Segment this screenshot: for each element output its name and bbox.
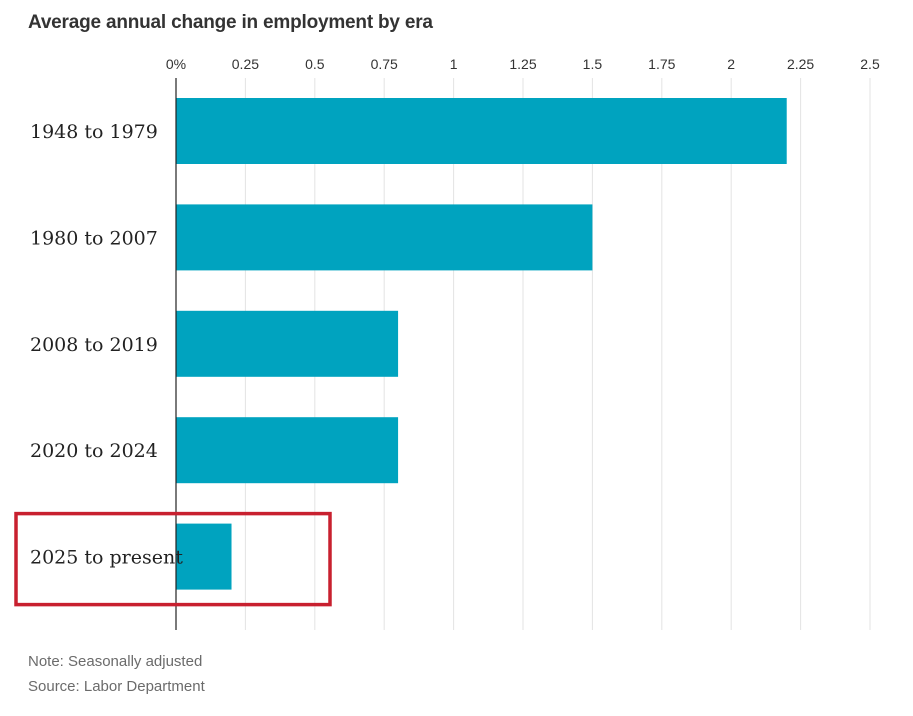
x-tick-label: 0% <box>166 56 186 72</box>
x-tick-label: 0.25 <box>232 56 259 72</box>
bar <box>176 204 593 271</box>
x-tick-label: 2 <box>727 56 735 72</box>
bars <box>176 98 787 590</box>
x-axis-ticks: 0% 0.25 0.5 0.75 1 1.25 1.5 1.75 2 2.25 2.5 <box>166 56 880 72</box>
x-tick-label: 0.75 <box>371 56 398 72</box>
footnotes: Note: Seasonally adjusted Source: Labor … <box>28 649 205 699</box>
bar <box>176 523 232 590</box>
category-label: 2008 to 2019 <box>30 334 158 356</box>
note-text: Note: Seasonally adjusted <box>28 653 203 670</box>
x-tick-label: 1.5 <box>583 56 603 72</box>
bar <box>176 310 399 377</box>
x-tick-label: 0.5 <box>305 56 325 72</box>
category-label: 1980 to 2007 <box>30 227 158 249</box>
chart-title: Average annual change in employment by e… <box>28 12 433 33</box>
x-tick-label: 1 <box>450 56 458 72</box>
category-label: 1948 to 1979 <box>30 121 158 143</box>
x-tick-label: 1.25 <box>509 56 536 72</box>
highlight-box <box>14 511 332 607</box>
x-tick-label: 2.25 <box>787 56 814 72</box>
category-labels: 1948 to 1979 1980 to 2007 2008 to 2019 2020… <box>30 121 183 569</box>
bar <box>176 98 787 164</box>
x-tick-label: 2.5 <box>860 56 880 72</box>
source-text: Source: Labor Department <box>28 678 205 695</box>
bar <box>176 417 399 484</box>
x-tick-label: 1.75 <box>648 56 675 72</box>
category-label: 2020 to 2024 <box>30 440 158 462</box>
category-label: 2025 to present <box>30 547 183 569</box>
